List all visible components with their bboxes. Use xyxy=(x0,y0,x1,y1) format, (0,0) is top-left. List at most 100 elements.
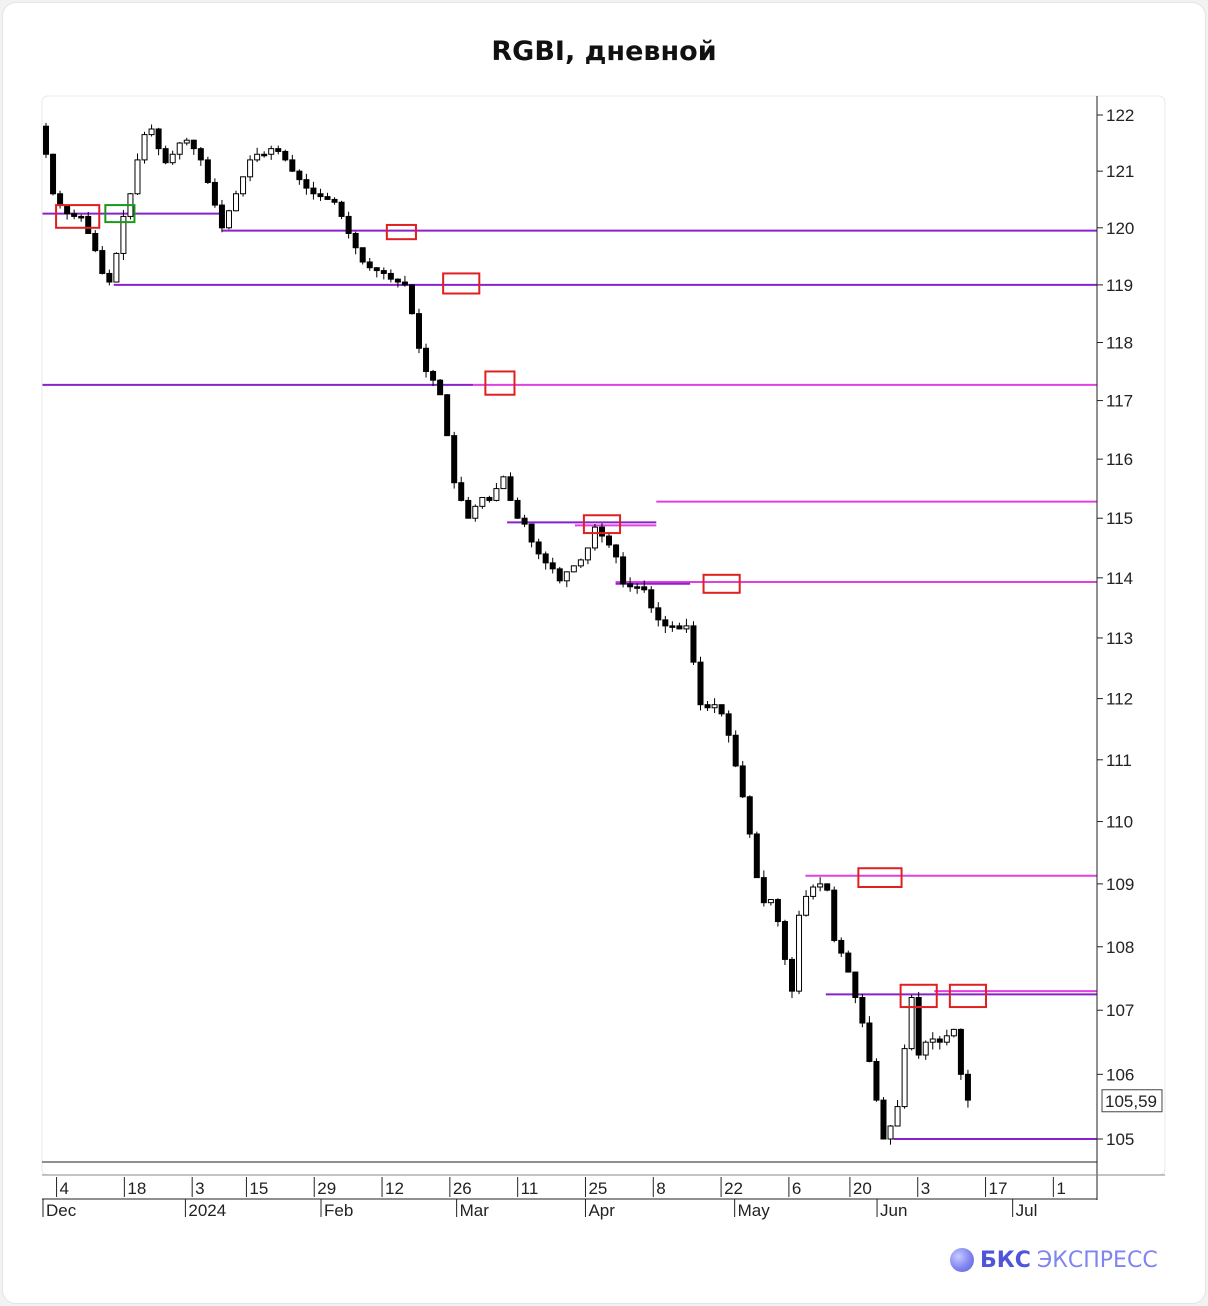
candle xyxy=(127,192,134,220)
candle xyxy=(514,497,521,519)
candle xyxy=(233,190,240,212)
candle-body xyxy=(535,541,542,555)
candle xyxy=(908,994,915,1051)
candle-body xyxy=(254,153,261,161)
candle xyxy=(141,131,148,164)
candle-body xyxy=(176,142,183,155)
candle-body xyxy=(929,1038,936,1043)
candle-body xyxy=(880,1099,887,1140)
candle xyxy=(950,1028,957,1038)
candle xyxy=(373,267,380,278)
candle xyxy=(282,149,289,162)
candle-body xyxy=(162,148,169,164)
y-tick-label: 118 xyxy=(1106,333,1133,352)
candle xyxy=(486,495,493,503)
candle xyxy=(169,150,176,165)
candle xyxy=(134,153,141,196)
candle-body xyxy=(444,394,451,437)
candle-body xyxy=(451,435,458,484)
candle-body xyxy=(92,232,99,252)
candle-body xyxy=(964,1073,971,1101)
candle-body xyxy=(613,544,620,558)
candle-body xyxy=(591,526,598,549)
candle-body xyxy=(838,939,845,954)
candle-body xyxy=(866,1022,873,1062)
candle-body xyxy=(78,215,85,219)
candle xyxy=(444,394,451,437)
candle-body xyxy=(690,625,697,663)
candle-body xyxy=(950,1028,957,1037)
candle xyxy=(240,176,247,197)
highlight-box xyxy=(104,204,136,224)
candle xyxy=(535,538,542,560)
candle-body xyxy=(233,193,240,212)
candle xyxy=(915,991,922,1059)
candle-body xyxy=(810,886,817,897)
candle-body xyxy=(401,281,408,286)
x-month-tick-label: Apr xyxy=(588,1201,615,1220)
candle-body xyxy=(204,159,211,183)
candle-body xyxy=(437,379,444,396)
x-day-tick-label: 29 xyxy=(317,1179,336,1198)
candle xyxy=(479,496,486,509)
highlight-box xyxy=(857,867,903,889)
candle-body xyxy=(472,505,479,519)
x-month-tick-label: May xyxy=(738,1201,771,1220)
candle-body xyxy=(817,883,824,888)
x-month-tick-label: 2024 xyxy=(188,1201,226,1220)
candle-body xyxy=(859,997,866,1024)
x-month-tick-label: Mar xyxy=(460,1201,490,1220)
candle xyxy=(303,173,310,195)
candle xyxy=(71,209,78,220)
brand-name-light: ЭКСПРЕСС xyxy=(1036,1247,1158,1273)
candle-body xyxy=(57,193,64,206)
highlight-box xyxy=(899,983,938,1009)
candle xyxy=(690,621,697,665)
candle xyxy=(296,169,303,185)
candle-body xyxy=(64,204,71,215)
candle xyxy=(957,1028,964,1080)
candle xyxy=(641,580,648,593)
highlight-box xyxy=(385,223,417,241)
candle-body xyxy=(655,607,662,621)
candle xyxy=(345,211,352,239)
candle-body xyxy=(824,883,831,891)
candle-body xyxy=(500,476,507,490)
candle xyxy=(922,1040,929,1060)
candle xyxy=(613,544,620,564)
candle xyxy=(577,558,584,569)
y-tick-label: 119 xyxy=(1106,276,1133,295)
last-price-box xyxy=(1101,1089,1163,1113)
y-tick-label: 122 xyxy=(1106,106,1134,125)
candle xyxy=(556,566,563,584)
candle xyxy=(437,379,444,396)
candle xyxy=(774,898,781,927)
candle-body xyxy=(943,1035,950,1043)
candle xyxy=(894,1099,901,1127)
candle-body xyxy=(289,159,296,172)
highlight-boxes xyxy=(55,204,988,1009)
x-month-tick-label: Jul xyxy=(1016,1201,1038,1220)
candle xyxy=(268,145,275,160)
candle xyxy=(852,971,859,1004)
candle xyxy=(310,181,317,200)
last-price-label: 105,59 xyxy=(1105,1092,1157,1111)
candle-body xyxy=(324,196,331,200)
candle xyxy=(401,275,408,287)
support-resistance-levels xyxy=(42,212,1097,1140)
candle xyxy=(99,245,106,275)
y-tick-label: 120 xyxy=(1106,219,1134,238)
candle xyxy=(676,622,683,630)
candle xyxy=(887,1125,894,1145)
y-tick-label: 121 xyxy=(1106,162,1134,181)
candle-body xyxy=(781,921,788,960)
candle-body xyxy=(577,559,584,567)
candle-body xyxy=(366,261,373,269)
candle xyxy=(662,615,669,634)
candle-body xyxy=(887,1125,894,1140)
y-tick-label: 115 xyxy=(1106,509,1133,528)
candle xyxy=(584,547,591,565)
candle xyxy=(634,583,641,594)
y-tick-label: 107 xyxy=(1106,1001,1134,1020)
candle xyxy=(204,156,211,185)
